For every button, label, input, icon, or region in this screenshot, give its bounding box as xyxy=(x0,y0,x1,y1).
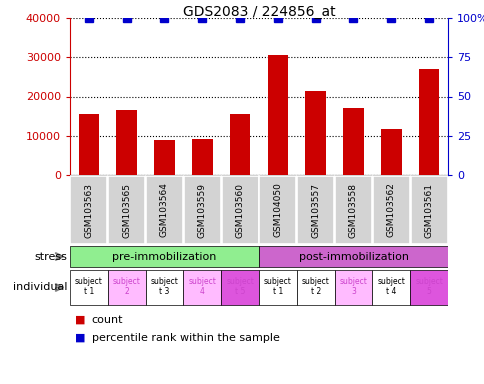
Bar xyxy=(183,176,220,244)
Text: GSM103564: GSM103564 xyxy=(160,182,168,237)
Text: subject
2: subject 2 xyxy=(112,277,140,296)
Text: subject
t 5: subject t 5 xyxy=(226,277,254,296)
Bar xyxy=(229,114,250,175)
Text: ■: ■ xyxy=(75,333,85,343)
Bar xyxy=(154,140,175,175)
Bar xyxy=(304,91,325,175)
Text: GSM103563: GSM103563 xyxy=(84,182,93,237)
Bar xyxy=(107,270,145,305)
Text: subject
4: subject 4 xyxy=(188,277,216,296)
Text: subject
t 1: subject t 1 xyxy=(75,277,103,296)
Bar xyxy=(409,270,447,305)
Text: subject
t 3: subject t 3 xyxy=(150,277,178,296)
Text: count: count xyxy=(91,315,123,325)
Bar xyxy=(258,270,296,305)
Bar xyxy=(410,176,447,244)
Bar xyxy=(258,246,447,267)
Text: GSM103559: GSM103559 xyxy=(197,182,206,237)
Bar xyxy=(221,270,258,305)
Text: subject
t 2: subject t 2 xyxy=(301,277,329,296)
Text: GSM103561: GSM103561 xyxy=(424,182,433,237)
Bar xyxy=(334,270,372,305)
Text: GSM103565: GSM103565 xyxy=(122,182,131,237)
Bar xyxy=(192,139,212,175)
Bar xyxy=(267,55,287,175)
Text: GSM103557: GSM103557 xyxy=(311,182,319,237)
Text: subject
5: subject 5 xyxy=(414,277,442,296)
Text: GSM103558: GSM103558 xyxy=(348,182,357,237)
Bar xyxy=(334,176,371,244)
Text: GSM103562: GSM103562 xyxy=(386,182,395,237)
Bar xyxy=(372,270,409,305)
Bar xyxy=(108,176,145,244)
Bar xyxy=(183,270,221,305)
Bar xyxy=(116,110,137,175)
Text: subject
t 1: subject t 1 xyxy=(263,277,291,296)
Text: stress: stress xyxy=(35,252,67,262)
Bar xyxy=(221,176,258,244)
Text: post-immobilization: post-immobilization xyxy=(298,252,408,262)
Text: GSM103560: GSM103560 xyxy=(235,182,244,237)
Bar xyxy=(145,270,183,305)
Text: subject
3: subject 3 xyxy=(339,277,367,296)
Bar xyxy=(297,176,333,244)
Text: pre-immobilization: pre-immobilization xyxy=(112,252,216,262)
Text: GSM104050: GSM104050 xyxy=(273,182,282,237)
Bar xyxy=(372,176,409,244)
Bar xyxy=(70,246,258,267)
Text: individual: individual xyxy=(13,283,67,293)
Text: GDS2083 / 224856_at: GDS2083 / 224856_at xyxy=(182,5,334,19)
Bar xyxy=(259,176,296,244)
Bar xyxy=(70,176,107,244)
Bar xyxy=(418,69,439,175)
Text: percentile rank within the sample: percentile rank within the sample xyxy=(91,333,279,343)
Bar xyxy=(70,270,107,305)
Bar xyxy=(380,129,401,175)
Text: subject
t 4: subject t 4 xyxy=(377,277,405,296)
Bar xyxy=(296,270,334,305)
Text: ■: ■ xyxy=(75,315,85,325)
Bar xyxy=(342,108,363,175)
Bar xyxy=(78,114,99,175)
Bar xyxy=(146,176,182,244)
